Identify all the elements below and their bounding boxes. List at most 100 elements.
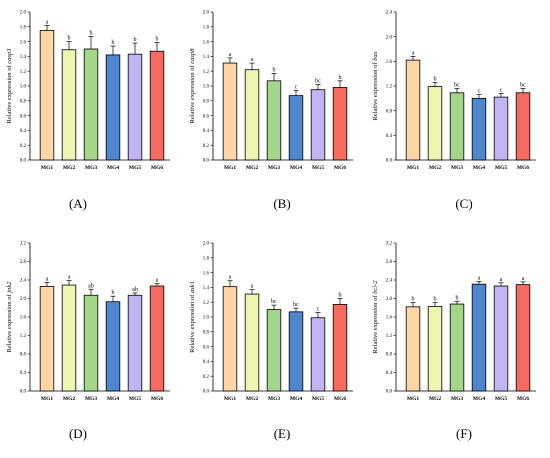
y-tick-label: 1.2 <box>20 334 27 339</box>
significance-letter: bc <box>293 302 299 308</box>
y-tick-label: 1.4 <box>20 55 27 60</box>
significance-letter: b <box>68 36 71 42</box>
y-tick-label: 0.4 <box>386 371 393 376</box>
significance-letter: a <box>156 278 159 284</box>
bar-mg5 <box>493 285 509 392</box>
y-tick-label: 2.8 <box>386 260 393 265</box>
bar-mg1 <box>222 62 238 161</box>
panel-label: (F) <box>456 426 472 441</box>
y-axis-label-prefix: Relative expression of <box>189 293 196 353</box>
significance-letter: a <box>478 275 481 281</box>
y-tick-label: 2.4 <box>20 279 27 284</box>
x-category-label: MG1 <box>41 165 53 171</box>
bar-mg2 <box>244 293 260 392</box>
y-tick-label: 0.0 <box>203 159 210 164</box>
significance-letter: a <box>522 276 525 282</box>
panel-label: (E) <box>274 426 291 441</box>
y-axis-label-prefix: Relative expression of <box>6 64 13 124</box>
significance-letter: bc <box>454 82 460 88</box>
bar-mg4 <box>105 301 121 392</box>
bar-mg3 <box>266 309 282 392</box>
chart-panel-b: 0.0 0.2 0.4 0.6 0.8 1.0 1.2 1.4 1.6 1.8 2.0 Relativ… <box>189 11 353 211</box>
significance-letter: b <box>90 30 93 36</box>
x-category-label: MG4 <box>473 396 485 402</box>
bar-mg3 <box>83 294 99 392</box>
x-category-label: MG3 <box>451 396 463 402</box>
y-tick-label: 0.6 <box>203 114 210 119</box>
bar-mg5 <box>310 317 326 392</box>
y-tick-label: 2.0 <box>386 35 393 40</box>
x-category-label: MG4 <box>290 396 302 402</box>
significance-letter: b <box>339 293 342 299</box>
bar-mg5 <box>127 53 143 161</box>
y-tick-label: 1.0 <box>203 316 210 321</box>
y-tick-label: 0.4 <box>203 360 210 365</box>
bar-mg6 <box>149 285 165 392</box>
y-axis-label-prefix: Relative expression of <box>372 61 379 121</box>
y-axis-label-prefix: Relative expression of <box>372 294 379 354</box>
y-tick-label: 1.6 <box>20 40 27 45</box>
y-tick-label: 1.8 <box>203 257 210 262</box>
significance-letter: b <box>412 297 415 303</box>
y-tick-label: 0.0 <box>20 390 27 395</box>
y-axis-label: Relative expression of jnk2 <box>6 281 13 353</box>
y-axis-label-gene: ask1 <box>189 281 196 293</box>
bar-mg2 <box>427 305 443 392</box>
significance-letter: b <box>273 67 276 73</box>
y-tick-label: 1.0 <box>20 85 27 90</box>
bar-mg6 <box>515 92 531 161</box>
bar-mg3 <box>449 303 465 392</box>
y-tick-label: 0.8 <box>20 100 27 105</box>
bar-mg6 <box>149 50 165 161</box>
x-category-label: MG2 <box>429 396 441 402</box>
y-tick-label: 0.4 <box>203 129 210 134</box>
x-category-label: MG2 <box>429 165 441 171</box>
x-category-label: MG5 <box>312 165 324 171</box>
y-tick-label: 0.4 <box>20 129 27 134</box>
bar-mg1 <box>39 30 55 161</box>
x-category-label: MG2 <box>63 396 75 402</box>
x-category-label: MG6 <box>151 165 163 171</box>
bar-mg4 <box>471 97 487 161</box>
y-tick-label: 1.2 <box>386 334 393 339</box>
x-category-label: MG3 <box>451 165 463 171</box>
y-tick-label: 1.2 <box>386 85 393 90</box>
x-category-label: MG6 <box>517 165 529 171</box>
bar-mg3 <box>266 80 282 161</box>
x-category-label: MG2 <box>246 396 258 402</box>
x-category-label: MG5 <box>129 396 141 402</box>
x-category-label: MG3 <box>268 396 280 402</box>
y-tick-label: 0.4 <box>386 134 393 139</box>
bar-mg1 <box>222 286 238 392</box>
y-axis-label: Relative expression of bax <box>372 51 379 120</box>
y-axis-label: Relative expression of casp3 <box>6 48 13 124</box>
bar-mg6 <box>515 284 531 392</box>
bar-mg5 <box>127 294 143 392</box>
y-tick-label: 1.8 <box>203 26 210 31</box>
significance-letter: c <box>295 84 298 90</box>
x-category-label: MG2 <box>246 165 258 171</box>
y-tick-label: 2.8 <box>20 260 27 265</box>
y-axis-label-prefix: Relative expression of <box>189 64 196 124</box>
x-category-label: MG1 <box>224 396 236 402</box>
x-category-label: MG3 <box>85 396 97 402</box>
x-category-label: MG6 <box>334 165 346 171</box>
y-tick-label: 0.0 <box>20 159 27 164</box>
bar-mg3 <box>449 92 465 161</box>
x-category-label: MG4 <box>473 165 485 171</box>
x-category-label: MG5 <box>312 396 324 402</box>
y-tick-label: 2.4 <box>386 11 393 16</box>
y-tick-label: 0.2 <box>203 144 210 149</box>
bar-mg5 <box>493 96 509 161</box>
significance-letter: b <box>112 290 115 296</box>
y-tick-label: 0.8 <box>386 109 393 114</box>
bar-mg5 <box>310 89 326 161</box>
x-category-label: MG1 <box>224 165 236 171</box>
x-category-label: MG3 <box>85 165 97 171</box>
y-tick-label: 0.4 <box>20 371 27 376</box>
y-tick-label: 1.4 <box>203 55 210 60</box>
x-category-label: MG1 <box>407 396 419 402</box>
y-axis-label: Relative expression of ask1 <box>189 281 196 353</box>
bar-mg4 <box>288 95 304 161</box>
significance-letter: a <box>68 274 71 280</box>
